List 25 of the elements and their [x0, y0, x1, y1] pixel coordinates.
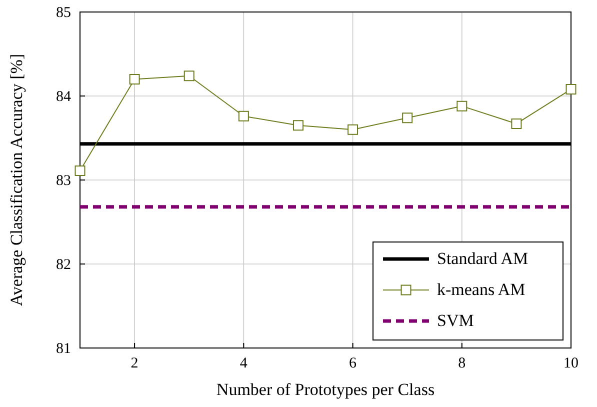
x-tick-label: 8 — [458, 356, 466, 372]
point — [184, 70, 194, 82]
legend-label: SVM — [437, 311, 474, 330]
x-tick-label: 6 — [349, 356, 358, 372]
x-axis-title: Number of Prototypes per Class — [216, 380, 435, 399]
point — [292, 120, 304, 131]
y-axis-title: Average Classification Accuracy [%] — [7, 54, 26, 306]
x-tick-label: 4 — [240, 356, 248, 372]
y-tick-label: 83 — [56, 172, 71, 189]
point — [566, 84, 576, 95]
y-tick-label: 82 — [56, 256, 71, 273]
y-tick-label: 81 — [56, 340, 71, 357]
legend-label: k-means AM — [437, 280, 526, 299]
point — [348, 124, 358, 135]
point — [129, 74, 140, 84]
x-tick-label: 2 — [130, 356, 138, 372]
legend-label: Standard AM — [437, 249, 528, 268]
y-tick-label: 84 — [56, 88, 72, 105]
point — [511, 118, 522, 129]
point — [238, 110, 249, 122]
x-tick-label: 10 — [564, 356, 578, 372]
point — [456, 100, 468, 112]
y-tick-label: 85 — [56, 4, 71, 21]
point — [402, 112, 413, 124]
point — [74, 166, 86, 176]
